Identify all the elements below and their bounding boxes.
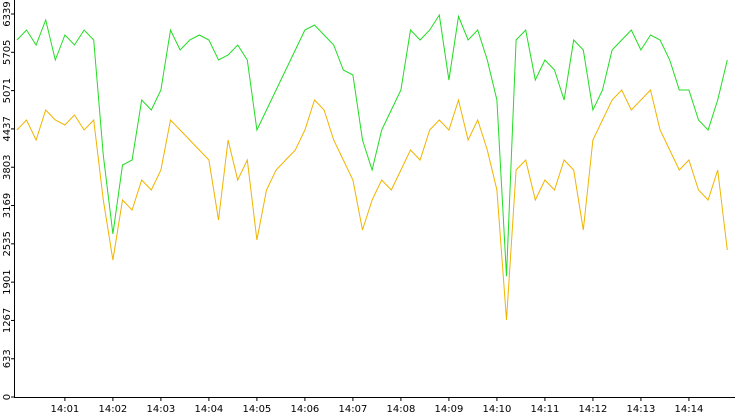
y-tick-label: 0 xyxy=(2,394,13,400)
x-tick-label: 14:11 xyxy=(530,404,559,415)
series-line xyxy=(16,88,728,321)
x-tick-label: 14:01 xyxy=(50,404,79,415)
y-tick-label: 1267 xyxy=(2,308,13,333)
x-tick-label: 14:10 xyxy=(482,404,511,415)
y-tick-label: 4437 xyxy=(2,116,13,141)
y-tick-label: 5705 xyxy=(2,40,13,65)
y-tick-label: 3803 xyxy=(2,154,13,179)
y-tick-label: 5071 xyxy=(2,78,13,103)
y-tick-label: 2535 xyxy=(2,231,13,256)
x-tick-label: 14:14 xyxy=(675,404,704,415)
x-tick-label: 14:13 xyxy=(627,404,656,415)
y-tick-label: 1901 xyxy=(2,269,13,294)
x-tick-label: 14:09 xyxy=(434,404,463,415)
x-tick-label: 14:12 xyxy=(578,404,607,415)
x-tick-label: 14:04 xyxy=(194,404,223,415)
x-tick-label: 14:08 xyxy=(386,404,415,415)
x-tick-label: 14:05 xyxy=(242,404,271,415)
x-tick-label: 14:02 xyxy=(98,404,127,415)
y-tick-label: 6339 xyxy=(2,1,13,26)
x-tick-label: 14:03 xyxy=(146,404,175,415)
y-tick-label: 3169 xyxy=(2,193,13,218)
y-tick-label: 633 xyxy=(2,349,13,368)
x-tick-label: 14:07 xyxy=(338,404,367,415)
series-line xyxy=(16,13,728,277)
x-tick-label: 14:06 xyxy=(290,404,319,415)
